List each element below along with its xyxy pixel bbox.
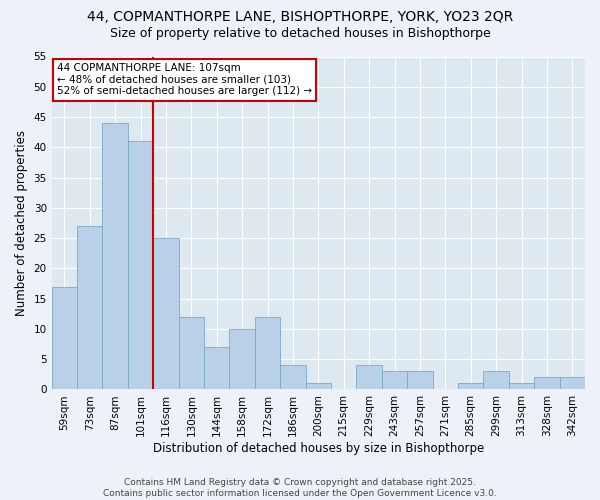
Bar: [509, 384, 534, 390]
Bar: [179, 317, 204, 390]
Bar: [280, 365, 305, 390]
Bar: [204, 347, 229, 390]
Y-axis label: Number of detached properties: Number of detached properties: [15, 130, 28, 316]
Bar: [534, 378, 560, 390]
Text: Contains HM Land Registry data © Crown copyright and database right 2025.
Contai: Contains HM Land Registry data © Crown c…: [103, 478, 497, 498]
Bar: [458, 384, 484, 390]
Bar: [356, 365, 382, 390]
X-axis label: Distribution of detached houses by size in Bishopthorpe: Distribution of detached houses by size …: [153, 442, 484, 455]
Bar: [77, 226, 103, 390]
Bar: [52, 286, 77, 390]
Bar: [255, 317, 280, 390]
Bar: [229, 329, 255, 390]
Bar: [407, 372, 433, 390]
Text: 44 COPMANTHORPE LANE: 107sqm
← 48% of detached houses are smaller (103)
52% of s: 44 COPMANTHORPE LANE: 107sqm ← 48% of de…: [57, 63, 312, 96]
Bar: [128, 142, 153, 390]
Text: Size of property relative to detached houses in Bishopthorpe: Size of property relative to detached ho…: [110, 28, 490, 40]
Bar: [153, 238, 179, 390]
Bar: [382, 372, 407, 390]
Text: 44, COPMANTHORPE LANE, BISHOPTHORPE, YORK, YO23 2QR: 44, COPMANTHORPE LANE, BISHOPTHORPE, YOR…: [87, 10, 513, 24]
Bar: [103, 123, 128, 390]
Bar: [484, 372, 509, 390]
Bar: [560, 378, 585, 390]
Bar: [305, 384, 331, 390]
